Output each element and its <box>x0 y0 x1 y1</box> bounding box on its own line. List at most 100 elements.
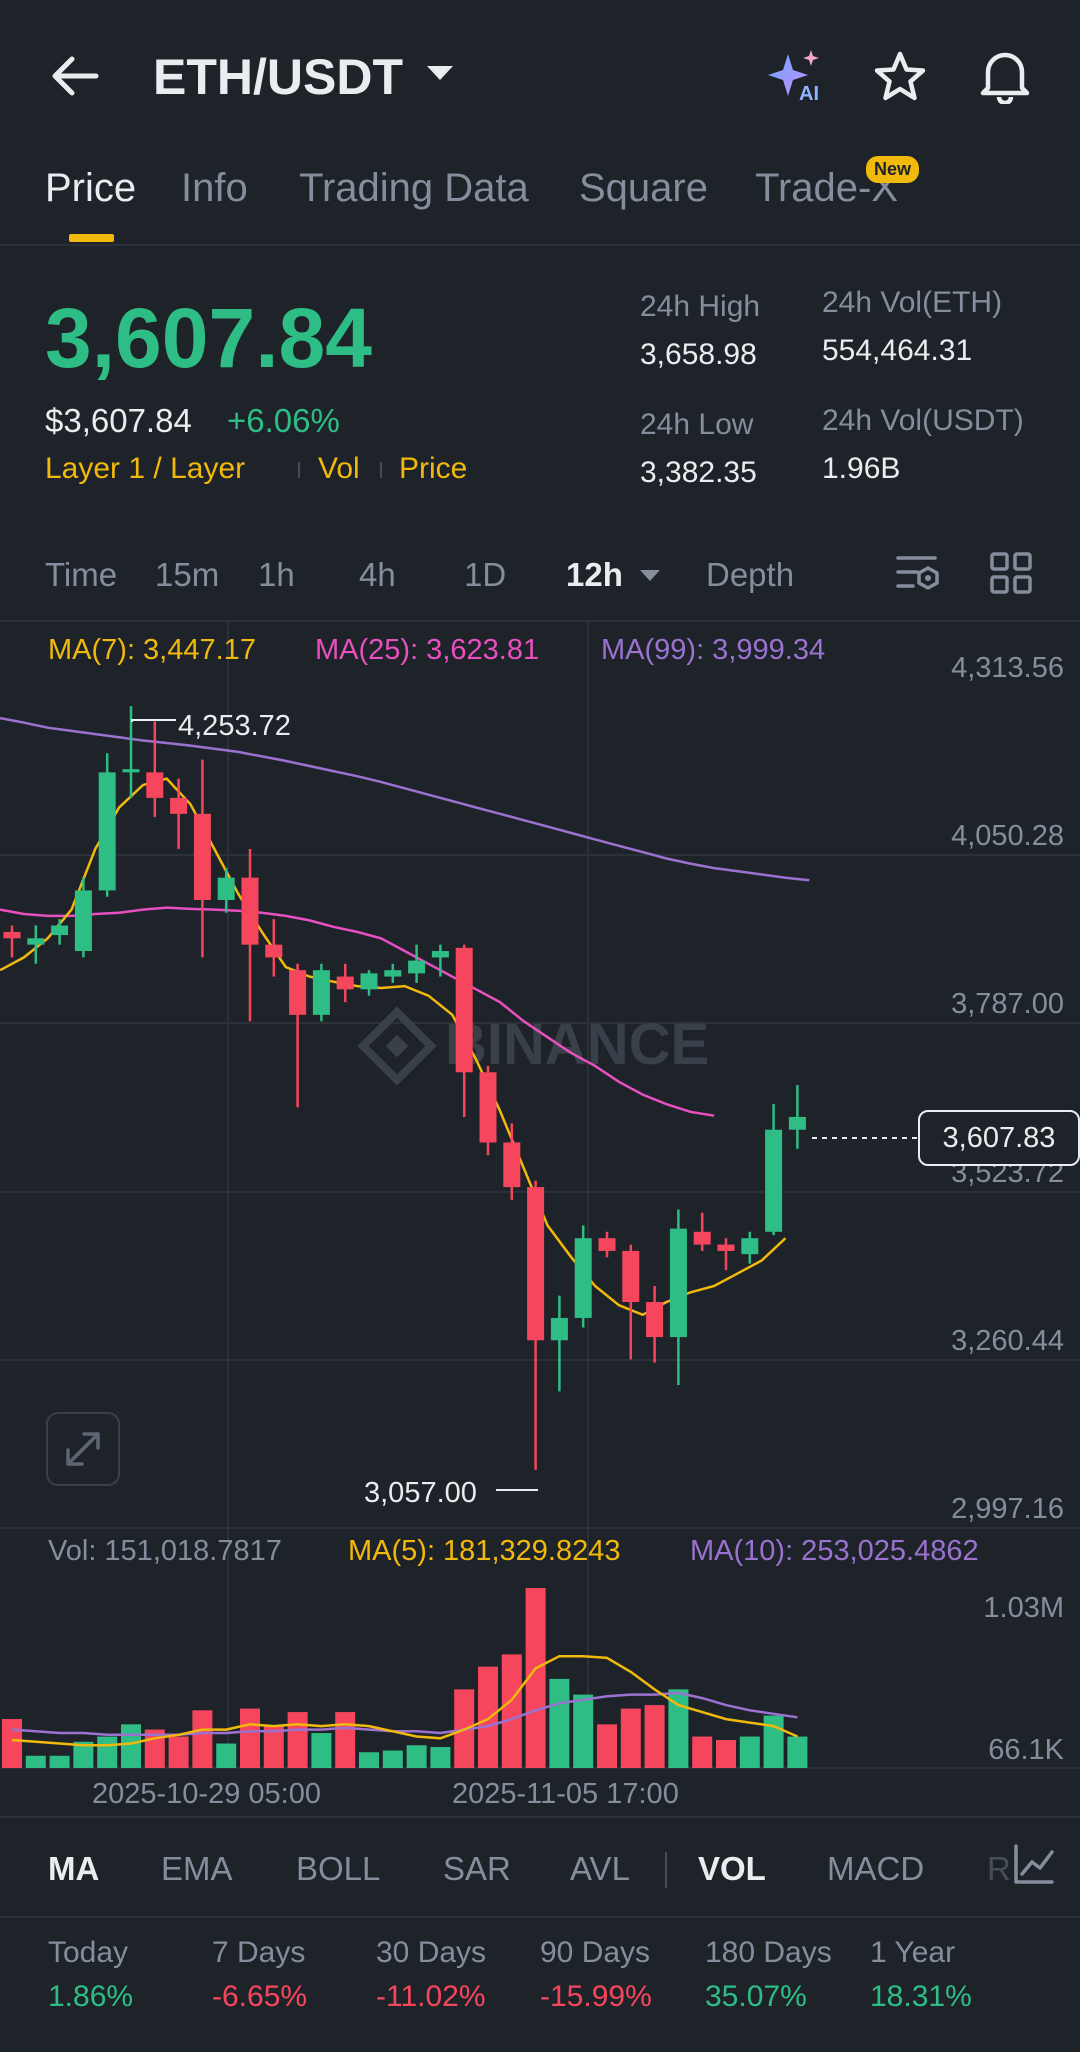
vol-value-label: Vol: 151,018.7817 <box>48 1535 282 1567</box>
candle-body <box>217 877 235 900</box>
volume-bar <box>121 1724 141 1768</box>
indicator-avl[interactable]: AVL <box>570 1850 630 1887</box>
candle-body <box>3 931 21 939</box>
indicator-ma[interactable]: MA <box>48 1850 100 1887</box>
candle-body <box>193 813 211 900</box>
high-marker: 4,253.72 <box>178 710 291 742</box>
bell-icon[interactable] <box>978 48 1032 104</box>
indicator-macd[interactable]: MACD <box>827 1850 925 1887</box>
volume-bar <box>501 1654 522 1768</box>
ma99-label: MA(99): 3,999.34 <box>601 634 826 666</box>
indicator-ema[interactable]: EMA <box>161 1850 233 1887</box>
indicator-rsi[interactable]: R <box>987 1850 1011 1887</box>
price-change: +6.06% <box>227 402 340 439</box>
interval-depth[interactable]: Depth <box>706 556 795 593</box>
volume-bar <box>525 1588 546 1768</box>
perf-value: 35.07% <box>705 1980 807 2013</box>
vol-axis-label: 1.03M <box>983 1592 1064 1624</box>
volume-bar <box>168 1736 189 1768</box>
candle-body <box>527 1187 545 1341</box>
indicator-boll[interactable]: BOLL <box>296 1850 381 1887</box>
watermark-text: BINANCE <box>445 1012 709 1077</box>
vol-ma10-line <box>11 1691 798 1737</box>
perf-label: 1 Year <box>870 1936 956 1969</box>
divider <box>0 1816 1080 1818</box>
tab-trading-data[interactable]: Trading Data <box>299 166 529 210</box>
price-axis-label: 2,997.16 <box>951 1493 1064 1525</box>
chevron-down-icon[interactable] <box>427 66 453 80</box>
grid-layout-icon[interactable] <box>990 552 1032 594</box>
interval-15m[interactable]: 15m <box>155 556 220 593</box>
vol-tag[interactable]: Vol <box>318 452 360 485</box>
candle-body <box>646 1301 664 1338</box>
interval-4h[interactable]: 4h <box>359 556 396 593</box>
price-axis-label: 3,787.00 <box>951 988 1064 1020</box>
ai-sparkle-icon[interactable]: AI <box>766 48 826 104</box>
indicator-vol[interactable]: VOL <box>698 1850 766 1887</box>
chart-settings-icon[interactable] <box>895 552 941 596</box>
perf-label: Today <box>48 1936 129 1969</box>
tag-separator <box>298 462 300 478</box>
candle-body <box>170 797 188 814</box>
vol-ma5-line <box>11 1654 798 1747</box>
new-badge: New <box>866 156 920 183</box>
candle-body <box>289 970 307 1015</box>
candle-body <box>384 970 402 977</box>
indicator-separator <box>665 1852 667 1888</box>
interval-1h[interactable]: 1h <box>258 556 295 593</box>
low-label: 24h Low <box>640 408 754 441</box>
perf-label: 90 Days <box>540 1936 651 1969</box>
interval-12h[interactable]: 12h <box>566 556 623 593</box>
indicator-sar[interactable]: SAR <box>443 1850 511 1887</box>
candle-body <box>408 960 426 974</box>
candle-body <box>503 1142 521 1188</box>
category-tag[interactable]: Layer 1 / Layer <box>45 452 246 485</box>
interval-1d[interactable]: 1D <box>464 556 507 593</box>
perf-label: 180 Days <box>705 1936 832 1969</box>
perf-value: 18.31% <box>870 1980 972 2013</box>
candle-body <box>74 890 92 952</box>
price-axis-label: 3,260.44 <box>951 1325 1064 1357</box>
ma25-line <box>0 906 715 1117</box>
perf-value: -11.02% <box>376 1980 486 2013</box>
volume-bar <box>620 1708 641 1768</box>
tab-price[interactable]: Price <box>45 166 137 210</box>
price-tag[interactable]: Price <box>399 452 468 485</box>
perf-label: 7 Days <box>212 1936 306 1969</box>
volume-bar <box>335 1712 356 1768</box>
volume-bar <box>644 1705 665 1768</box>
volume-bar <box>597 1724 617 1768</box>
tab-info[interactable]: Info <box>181 166 248 210</box>
tab-square[interactable]: Square <box>579 166 708 210</box>
perf-value: -6.65% <box>212 1980 308 2013</box>
volume-bar <box>692 1736 713 1768</box>
candle-body <box>765 1129 783 1232</box>
volume-bar <box>478 1666 498 1768</box>
ma99-line <box>0 716 810 882</box>
volume-bar <box>97 1736 118 1768</box>
back-arrow-icon[interactable] <box>50 54 100 98</box>
volume-bar <box>263 1726 284 1768</box>
indicator-settings-icon[interactable] <box>1012 1842 1056 1886</box>
candle-body <box>431 951 449 958</box>
last-price: 3,607.84 <box>45 291 372 385</box>
date-label: 2025-11-05 17:00 <box>452 1778 679 1810</box>
candle-body <box>574 1238 592 1318</box>
candle-body <box>265 944 283 958</box>
interval-time[interactable]: Time <box>45 556 118 593</box>
active-tab-indicator <box>69 234 114 242</box>
candle-body <box>360 973 378 990</box>
candlestick-chart[interactable]: BINANCE 4,253.72 3,057.00 <box>0 620 1080 1770</box>
star-icon[interactable] <box>872 50 928 104</box>
ma25-label: MA(25): 3,623.81 <box>315 634 540 666</box>
chevron-down-icon[interactable] <box>640 570 660 581</box>
pair-title[interactable]: ETH/USDT <box>153 49 403 105</box>
volume-bar <box>287 1712 308 1768</box>
extreme-markers: 4,253.72 3,057.00 <box>131 710 918 1509</box>
expand-chart-button[interactable] <box>46 1412 120 1486</box>
volume-bar <box>2 1719 22 1768</box>
high-value: 3,658.98 <box>640 338 757 371</box>
volume-bar <box>216 1743 237 1768</box>
candle-body <box>479 1072 497 1143</box>
candle-body <box>312 970 330 1015</box>
